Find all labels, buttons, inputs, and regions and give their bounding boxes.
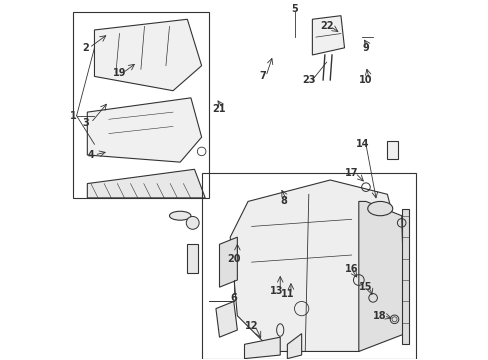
Text: 13: 13 <box>269 286 283 296</box>
Text: 10: 10 <box>359 75 372 85</box>
Text: 3: 3 <box>82 118 89 128</box>
Polygon shape <box>87 98 201 162</box>
Text: 21: 21 <box>212 104 226 113</box>
Text: 20: 20 <box>226 253 240 264</box>
Text: 19: 19 <box>113 68 126 78</box>
Polygon shape <box>244 337 280 359</box>
Text: 17: 17 <box>344 168 358 178</box>
Text: 1: 1 <box>69 111 76 121</box>
Polygon shape <box>87 169 205 198</box>
Ellipse shape <box>169 211 190 220</box>
Bar <box>201 173 415 359</box>
Polygon shape <box>401 208 408 344</box>
Text: 4: 4 <box>87 150 94 160</box>
Text: 15: 15 <box>359 282 372 292</box>
Ellipse shape <box>367 202 392 216</box>
Bar <box>73 12 208 198</box>
Text: 5: 5 <box>290 4 297 14</box>
Polygon shape <box>230 180 397 351</box>
Polygon shape <box>287 334 301 359</box>
Text: 8: 8 <box>280 197 286 206</box>
Polygon shape <box>358 202 405 351</box>
Text: 6: 6 <box>230 293 237 303</box>
Text: 2: 2 <box>82 43 89 53</box>
Text: 23: 23 <box>302 75 315 85</box>
Text: 14: 14 <box>355 139 368 149</box>
Polygon shape <box>219 237 237 287</box>
Polygon shape <box>94 19 201 91</box>
Polygon shape <box>216 301 237 337</box>
Polygon shape <box>386 141 397 158</box>
Polygon shape <box>187 244 198 273</box>
Polygon shape <box>312 16 344 55</box>
Text: 9: 9 <box>362 43 368 53</box>
Circle shape <box>186 216 199 229</box>
Text: 18: 18 <box>373 311 386 321</box>
Text: 7: 7 <box>259 71 265 81</box>
Text: 11: 11 <box>280 289 293 299</box>
Text: 12: 12 <box>244 321 258 332</box>
Text: 22: 22 <box>319 21 333 31</box>
Text: 16: 16 <box>344 264 358 274</box>
